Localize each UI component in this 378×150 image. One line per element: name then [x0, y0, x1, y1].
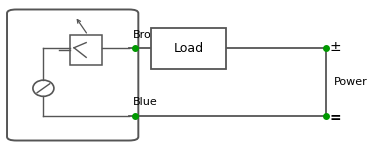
Bar [70, 35, 102, 65]
Text: Brown: Brown [133, 30, 168, 40]
Text: Power: Power [333, 77, 367, 87]
Bar [152, 28, 226, 69]
Text: Blue: Blue [133, 97, 158, 107]
Text: Load: Load [174, 42, 204, 55]
Text: ±: ± [330, 40, 341, 54]
Text: =: = [330, 111, 341, 125]
